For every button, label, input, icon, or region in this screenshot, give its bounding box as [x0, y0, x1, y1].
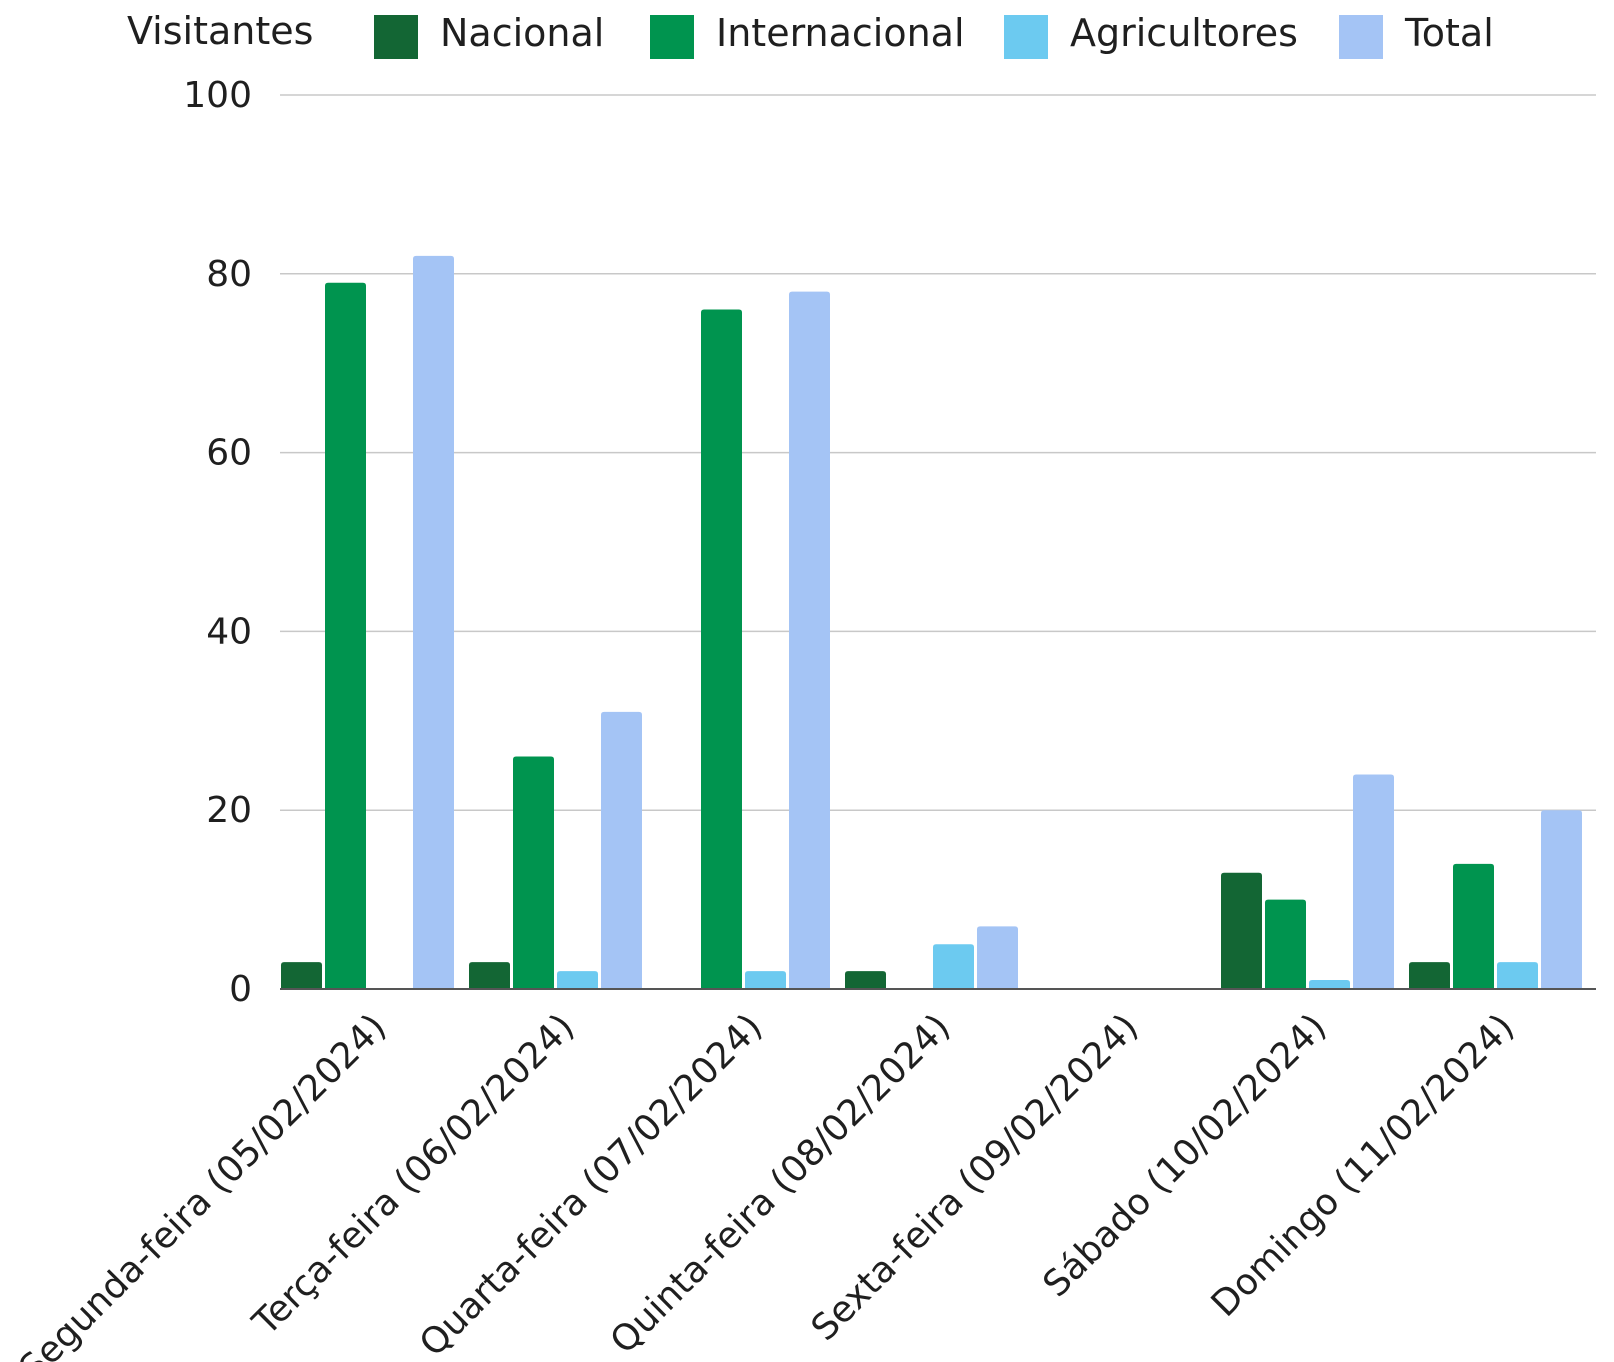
bar-internacional — [1453, 863, 1494, 989]
bar-internacional — [513, 756, 554, 989]
bar-internacional — [701, 309, 742, 989]
bar-total — [601, 711, 642, 989]
x-category-label: Sexta-feira (09/02/2024) — [804, 1006, 1147, 1349]
bar-agricultores — [1309, 980, 1350, 989]
bar-nacional — [281, 962, 322, 989]
bar-total — [789, 291, 830, 989]
bar-agricultores — [1497, 962, 1538, 989]
legend-swatch-internacional — [650, 15, 694, 59]
legend-swatch-nacional — [374, 15, 418, 59]
bar-agricultores — [933, 944, 974, 989]
bar-internacional — [325, 282, 366, 989]
bar-total — [413, 255, 454, 990]
x-category-label: Quinta-feira (08/02/2024) — [603, 1006, 959, 1362]
legend-label-internacional: Internacional — [716, 11, 965, 55]
bar-nacional — [469, 962, 510, 989]
gridlines — [280, 94, 1596, 811]
bar-agricultores — [557, 971, 598, 989]
bar-internacional — [1265, 899, 1306, 989]
bar-total — [1353, 774, 1394, 989]
x-category-label: Domingo (11/02/2024) — [1204, 1006, 1523, 1325]
legend-title: Visitantes — [127, 9, 313, 53]
legend: Visitantes Nacional Internacional Agricult… — [127, 9, 1494, 59]
legend-swatch-agricultores — [1004, 15, 1048, 59]
y-tick-label: 40 — [206, 611, 252, 652]
legend-label-total: Total — [1404, 11, 1494, 55]
y-tick-label: 80 — [206, 254, 252, 295]
x-category-label: Segunda-feira (05/02/2024) — [12, 1006, 395, 1362]
x-category-label: Quarta-feira (07/02/2024) — [412, 1006, 770, 1362]
y-tick-label: 0 — [229, 969, 252, 1010]
bar-nacional — [845, 971, 886, 989]
bars — [281, 255, 1582, 990]
bar-total — [977, 926, 1018, 989]
y-tick-label: 60 — [206, 433, 252, 474]
legend-label-nacional: Nacional — [440, 11, 604, 55]
bar-nacional — [1409, 962, 1450, 989]
y-axis-ticks: 0 20 40 60 80 100 — [183, 75, 252, 1010]
legend-label-agricultores: Agricultores — [1070, 11, 1298, 55]
bar-nacional — [1221, 872, 1262, 989]
x-axis-labels: Segunda-feira (05/02/2024)Terça-feira (0… — [12, 1006, 1523, 1362]
y-tick-label: 20 — [206, 790, 252, 831]
bar-agricultores — [745, 971, 786, 989]
legend-swatch-total — [1339, 15, 1383, 59]
y-tick-label: 100 — [183, 75, 252, 116]
x-category-label: Terça-feira (06/02/2024) — [245, 1006, 583, 1344]
bar-total — [1541, 810, 1582, 989]
